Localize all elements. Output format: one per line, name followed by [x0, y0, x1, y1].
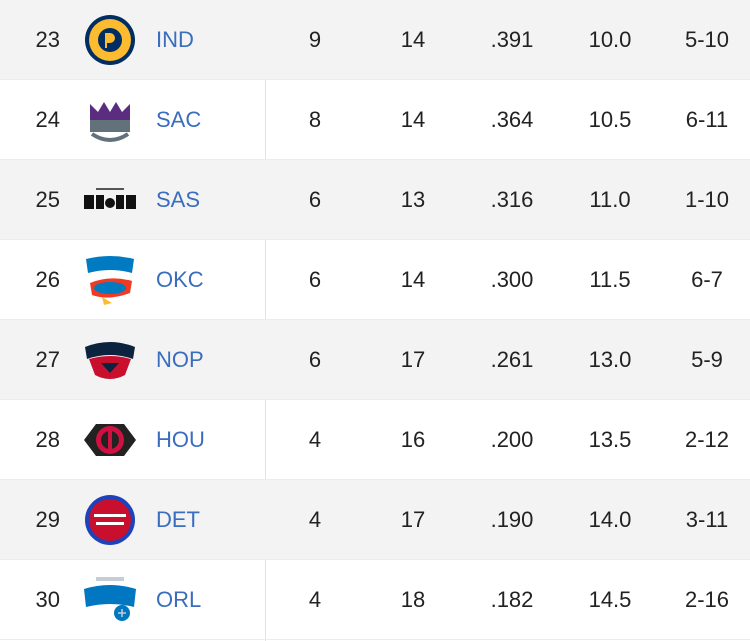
losses: 18: [400, 587, 426, 612]
last-ten: 3-11: [685, 507, 729, 532]
games-behind: 11.5: [589, 267, 631, 292]
thunder-logo-icon[interactable]: [82, 252, 138, 308]
win-pct: .391: [490, 27, 534, 52]
last-ten: 2-12: [684, 427, 730, 452]
spurs-logo-icon[interactable]: [82, 172, 138, 228]
table-row[interactable]: 25 SAS 6 13 .316 11.0 1-10: [0, 160, 750, 240]
win-pct: .300: [490, 267, 534, 292]
games-behind: 10.5: [588, 107, 632, 132]
games-behind: 14.5: [588, 587, 632, 612]
win-pct: .200: [490, 427, 534, 452]
win-pct: .316: [490, 187, 534, 212]
wins: 4: [308, 427, 322, 452]
table-row[interactable]: 28 HOU 4 16 .200 13.5 2-12: [0, 400, 750, 480]
table-row[interactable]: 24 SAC 8 14 .364 10.5 6-11: [0, 80, 750, 160]
pistons-logo-icon[interactable]: [82, 492, 138, 548]
pacers-logo-icon[interactable]: [82, 12, 138, 68]
wins: 9: [308, 27, 322, 52]
last-ten: 2-16: [684, 587, 730, 612]
games-behind: 10.0: [588, 27, 632, 52]
games-behind: 13.0: [588, 347, 632, 372]
losses: 17: [400, 507, 426, 532]
rank: 23: [35, 27, 60, 52]
team-link[interactable]: HOU: [156, 427, 205, 452]
rank: 25: [35, 187, 60, 212]
win-pct: .364: [490, 107, 534, 132]
rank: 26: [35, 267, 60, 292]
table-row[interactable]: 30 ORL 4 18 .182 14.5 2-16: [0, 560, 750, 640]
table-row[interactable]: 26 OKC 6 14 .300 11.5 6-7: [0, 240, 750, 320]
win-pct: .261: [490, 347, 534, 372]
rank: 30: [35, 587, 60, 612]
losses: 17: [400, 347, 426, 372]
rank: 28: [35, 427, 60, 452]
team-link[interactable]: SAC: [156, 107, 202, 132]
team-link[interactable]: ORL: [156, 587, 202, 612]
last-ten: 6-11: [685, 107, 729, 132]
team-link[interactable]: NOP: [156, 347, 204, 372]
table-row[interactable]: 29 DET 4 17 .190 14.0 3-11: [0, 480, 750, 560]
games-behind: 13.5: [588, 427, 632, 452]
rockets-logo-icon[interactable]: [82, 412, 138, 468]
losses: 16: [400, 427, 426, 452]
last-ten: 6-7: [691, 267, 723, 292]
pelicans-logo-icon[interactable]: [82, 332, 138, 388]
losses: 13: [400, 187, 426, 212]
games-behind: 11.0: [589, 187, 631, 212]
wins: 6: [308, 267, 322, 292]
team-link[interactable]: DET: [156, 507, 200, 532]
table-row[interactable]: 27 NOP 6 17 .261 13.0 5-9: [0, 320, 750, 400]
games-behind: 14.0: [588, 507, 632, 532]
wins: 4: [308, 587, 322, 612]
wins: 6: [308, 347, 322, 372]
win-pct: .182: [490, 587, 534, 612]
magic-logo-icon[interactable]: [82, 572, 138, 628]
rank: 29: [35, 507, 60, 532]
team-link[interactable]: SAS: [156, 187, 201, 212]
team-link[interactable]: OKC: [156, 267, 204, 292]
team-link[interactable]: IND: [156, 27, 194, 52]
kings-logo-icon[interactable]: [82, 92, 138, 148]
wins: 6: [308, 187, 322, 212]
last-ten: 5-9: [691, 347, 723, 372]
table-row[interactable]: 23 IND 9 14 .391 10.0 5-10: [0, 0, 750, 80]
rank: 27: [35, 347, 60, 372]
last-ten: 5-10: [684, 27, 730, 52]
win-pct: .190: [490, 507, 534, 532]
last-ten: 1-10: [684, 187, 730, 212]
losses: 14: [400, 267, 426, 292]
losses: 14: [400, 107, 426, 132]
wins: 8: [308, 107, 322, 132]
wins: 4: [308, 507, 322, 532]
rank: 24: [35, 107, 60, 132]
losses: 14: [400, 27, 426, 52]
